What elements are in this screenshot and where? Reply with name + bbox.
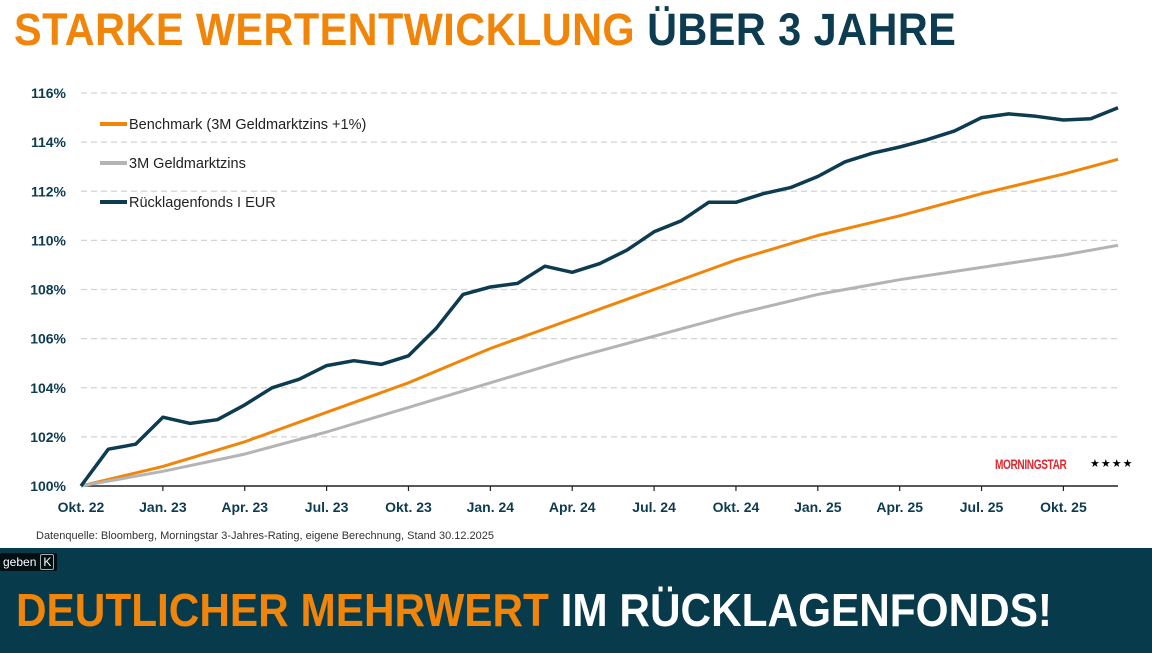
- series-line-1: [80, 243, 1119, 488]
- legend-label: 3M Geldmarktzins: [129, 156, 246, 172]
- morningstar-logo: MORNINGSTAR: [995, 456, 1067, 472]
- series-line-2: [79, 106, 1119, 488]
- x-tick-label: Jul. 25: [960, 499, 1004, 515]
- banner-headline: DEUTLICHER MEHRWERT IM RÜCKLAGENFONDS!: [16, 584, 1052, 636]
- rating-stars: ★★★★: [1090, 458, 1134, 470]
- title-part-dark: ÜBER 3 JAHRE: [647, 4, 957, 55]
- legend-label: Rücklagenfonds I EUR: [129, 195, 276, 211]
- x-tick-label: Jul. 23: [305, 499, 349, 515]
- performance-line-chart: 100% 102% 104% 106% 108% 110% 112% 114% 116% Okt.…: [30, 85, 1119, 515]
- x-tick-label: Apr. 24: [549, 499, 596, 515]
- banner-part-orange: DEUTLICHER MEHRWERT: [16, 584, 549, 636]
- y-tick-label: 100%: [30, 478, 66, 494]
- series-line-0: [80, 157, 1119, 488]
- tooltip-text: geben: [3, 555, 37, 569]
- x-tick-label: Jan. 25: [794, 499, 842, 515]
- y-tick-label: 116%: [31, 85, 67, 101]
- y-tick-label: 112%: [31, 183, 67, 199]
- data-source-note: Datenquelle: Bloomberg, Morningstar 3-Ja…: [36, 530, 495, 542]
- x-tick-label: Okt. 24: [713, 499, 760, 515]
- x-tick-label: Okt. 22: [58, 499, 105, 515]
- x-tick-label: Jan. 23: [139, 499, 187, 515]
- y-tick-label: 108%: [30, 282, 66, 298]
- x-tick-label: Jan. 24: [467, 499, 515, 515]
- y-tick-label: 102%: [30, 429, 66, 445]
- x-tick-label: Apr. 25: [876, 499, 923, 515]
- y-tick-label: 110%: [31, 232, 67, 248]
- y-tick-label: 114%: [31, 134, 67, 150]
- x-tick-label: Okt. 23: [385, 499, 432, 515]
- overlay-tooltip: geben K: [0, 553, 58, 571]
- banner-part-white: IM RÜCKLAGENFONDS!: [560, 584, 1053, 636]
- bottom-banner: DEUTLICHER MEHRWERT IM RÜCKLAGENFONDS!: [0, 548, 1152, 653]
- y-tick-label: 106%: [30, 331, 66, 347]
- y-tick-label: 104%: [30, 380, 66, 396]
- legend-label: Benchmark (3M Geldmarktzins +1%): [129, 117, 366, 133]
- tooltip-key: K: [40, 554, 55, 570]
- x-tick-label: Jul. 24: [632, 499, 676, 515]
- x-tick-label: Okt. 25: [1040, 499, 1087, 515]
- page-title: STARKE WERTENTWICKLUNG ÜBER 3 JAHRE: [14, 4, 956, 56]
- x-tick-label: Apr. 23: [221, 499, 268, 515]
- title-part-orange: STARKE WERTENTWICKLUNG: [14, 4, 636, 55]
